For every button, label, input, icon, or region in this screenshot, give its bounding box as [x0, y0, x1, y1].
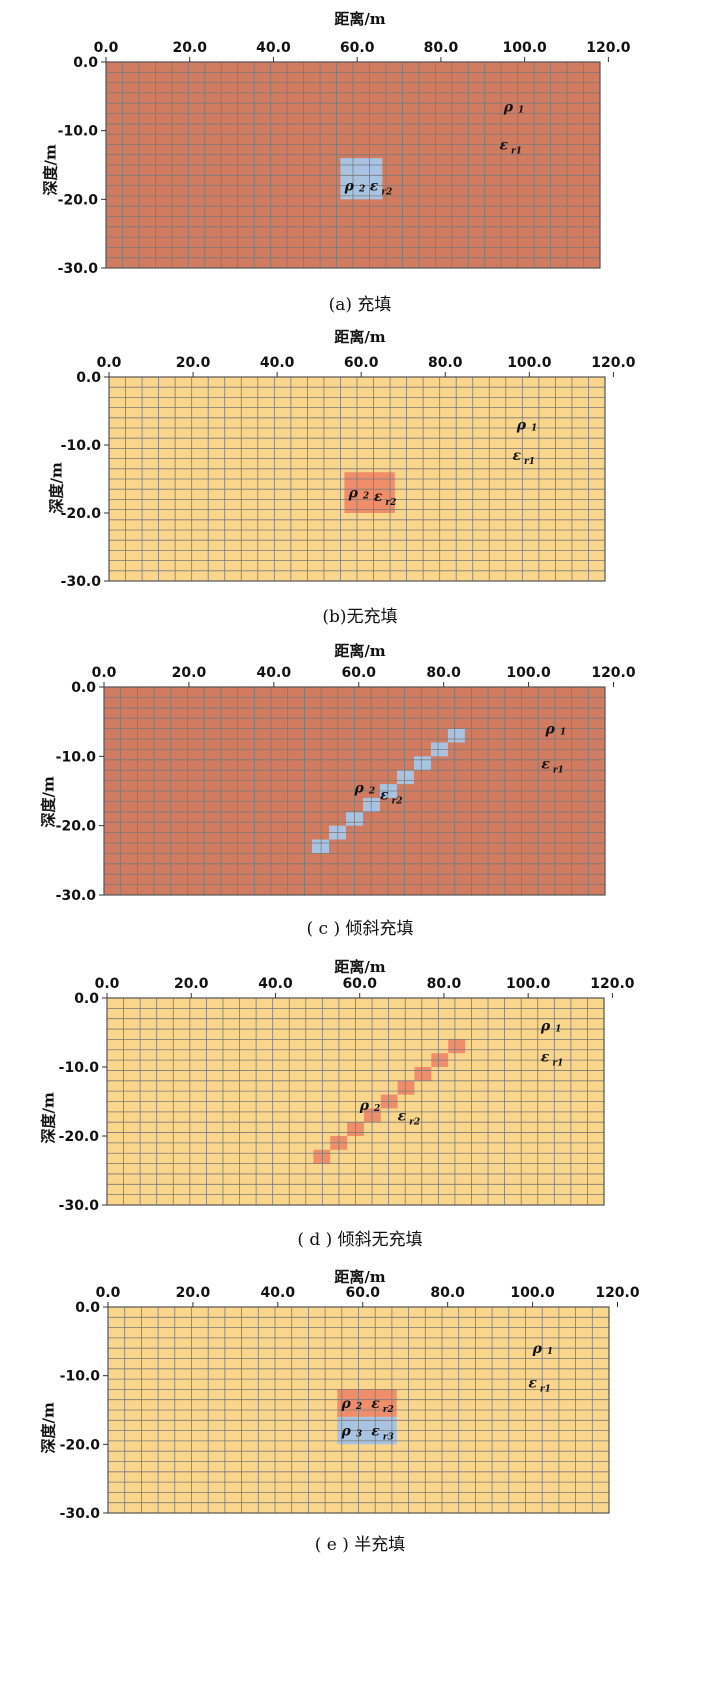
x-tick-label: 20.0 [176, 355, 211, 371]
anomaly-block [337, 1389, 397, 1417]
panel-caption: ( d ) 倾斜无充填 [297, 1230, 423, 1250]
y-tick-label: -30.0 [60, 1506, 101, 1522]
y-tick-label: -10.0 [56, 749, 97, 765]
inclined-cell [413, 756, 431, 771]
panel-a: 距离/m 深度/m 0.0 20.0 40.0 60.0 80.0 100.0 120.0 0… [0, 0, 720, 345]
plot-border [107, 1306, 610, 1514]
inclined-cell [312, 839, 330, 854]
x-tick-label: 40.0 [261, 1285, 296, 1301]
x-tick-label: 40.0 [258, 976, 293, 992]
x-tick-label: 100.0 [510, 1285, 555, 1301]
x-axis-title: 距离/m [334, 642, 386, 660]
x-tick-label: 80.0 [427, 976, 462, 992]
x-axis-title: 距离/m [334, 10, 386, 28]
inclined-cell [396, 770, 414, 785]
x-tick-label: 120.0 [586, 40, 631, 56]
x-axis-title: 距离/m [334, 958, 386, 976]
panel-caption: ( e ) 半充填 [314, 1535, 406, 1555]
x-tick-label: 120.0 [591, 355, 636, 371]
y-tick-label: -20.0 [59, 1129, 100, 1145]
x-tick-label: 0.0 [96, 1285, 121, 1301]
panel-e: 距离/m 深度/m 0.0 20.0 40.0 60.0 80.0 100.0 120.0 0… [0, 1258, 720, 1603]
x-tick-label: 20.0 [172, 40, 207, 56]
inclined-cell [448, 1039, 466, 1054]
x-tick-label: 20.0 [172, 665, 207, 681]
panel-c: 距离/m 深度/m 0.0 20.0 40.0 60.0 80.0 100.0 120.0 0… [0, 632, 720, 977]
x-tick-label: 0.0 [94, 40, 119, 56]
y-tick-label: 0.0 [75, 1300, 100, 1316]
plot-border [108, 376, 606, 582]
y-tick-label: 0.0 [76, 370, 101, 386]
x-tick-label: 0.0 [97, 355, 122, 371]
y-tick-label: 0.0 [71, 680, 96, 696]
x-tick-label: 80.0 [430, 1285, 465, 1301]
x-tick-label: 100.0 [506, 665, 551, 681]
model-grid: 0.0 20.0 40.0 60.0 80.0 100.0 120.0 0.0 -10.0 -20… [60, 1285, 640, 1522]
y-tick-label: -10.0 [61, 438, 102, 454]
model-grid: 0.0 20.0 40.0 60.0 80.0 100.0 120.0 0.0 -10.0 -20… [58, 40, 631, 277]
x-axis-title: 距离/m [334, 1268, 386, 1286]
y-tick-label: -20.0 [56, 819, 97, 835]
model-grid: 0.0 20.0 40.0 60.0 80.0 100.0 120.0 0.0 -10.0 -20… [56, 665, 636, 904]
y-tick-label: -10.0 [60, 1369, 101, 1385]
panel-d: 距离/m 深度/m 0.0 20.0 40.0 60.0 80.0 100.0 120.0 0… [0, 948, 720, 1293]
plot-border [105, 61, 601, 269]
inclined-cell [414, 1067, 432, 1081]
x-axis-title: 距离/m [334, 328, 386, 346]
y-tick-label: 0.0 [73, 55, 98, 71]
x-tick-label: 60.0 [340, 40, 375, 56]
y-tick-label: -10.0 [59, 1060, 100, 1076]
x-tick-label: 80.0 [426, 665, 461, 681]
panel-b: 距离/m 深度/m 0.0 20.0 40.0 60.0 80.0 100.0 120.0 0… [0, 318, 720, 663]
x-tick-label: 120.0 [591, 665, 636, 681]
panel-caption: (a) 充填 [328, 295, 392, 315]
inclined-cell [397, 1080, 415, 1095]
x-tick-label: 80.0 [428, 355, 463, 371]
x-tick-label: 40.0 [260, 355, 295, 371]
x-tick-label: 40.0 [256, 40, 291, 56]
x-tick-label: 60.0 [342, 976, 377, 992]
x-tick-label: 120.0 [590, 976, 635, 992]
plot-border [106, 997, 605, 1206]
x-tick-label: 60.0 [344, 355, 379, 371]
y-tick-label: -30.0 [59, 1198, 100, 1214]
y-tick-label: -30.0 [58, 261, 99, 277]
x-tick-label: 20.0 [176, 1285, 211, 1301]
model-grid: 0.0 20.0 40.0 60.0 80.0 100.0 120.0 0.0 -10.0 -20… [61, 355, 636, 590]
x-tick-label: 120.0 [595, 1285, 640, 1301]
x-tick-label: 80.0 [424, 40, 459, 56]
y-tick-label: -20.0 [61, 506, 102, 522]
y-tick-label: -30.0 [56, 888, 97, 904]
inclined-cell [313, 1149, 331, 1164]
x-tick-label: 100.0 [502, 40, 547, 56]
plot-border [103, 686, 606, 896]
x-tick-label: 0.0 [95, 976, 120, 992]
panel-caption: (b)无充填 [322, 607, 398, 627]
panel-caption: ( c ) 倾斜充填 [306, 919, 414, 939]
y-tick-label: -20.0 [58, 192, 99, 208]
x-tick-label: 100.0 [506, 976, 551, 992]
x-tick-label: 60.0 [341, 665, 376, 681]
y-tick-label: -20.0 [60, 1437, 101, 1453]
x-tick-label: 60.0 [345, 1285, 380, 1301]
model-grid: 0.0 20.0 40.0 60.0 80.0 100.0 120.0 0.0 -10.0 -20… [59, 976, 635, 1214]
y-tick-label: -30.0 [61, 574, 102, 590]
y-tick-label: -10.0 [58, 124, 99, 140]
x-tick-label: 40.0 [257, 665, 292, 681]
y-tick-label: 0.0 [74, 991, 99, 1007]
x-tick-label: 100.0 [507, 355, 552, 371]
x-tick-label: 0.0 [92, 665, 117, 681]
x-tick-label: 20.0 [174, 976, 209, 992]
inclined-cell [447, 728, 465, 743]
